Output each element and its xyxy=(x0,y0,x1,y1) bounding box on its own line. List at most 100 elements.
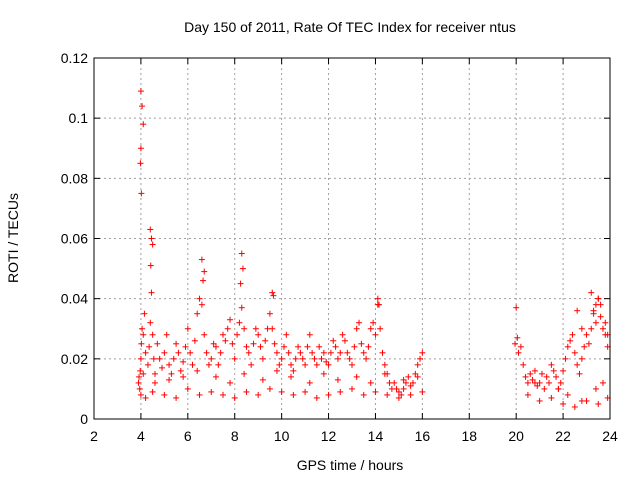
data-point xyxy=(402,379,409,386)
data-point xyxy=(334,376,341,383)
data-point xyxy=(595,295,602,302)
data-point xyxy=(278,355,285,362)
data-point xyxy=(170,355,177,362)
data-point xyxy=(309,349,316,356)
data-point xyxy=(198,256,205,263)
y-tick-label: 0.1 xyxy=(69,110,89,126)
data-point xyxy=(201,268,208,275)
data-point xyxy=(323,358,330,365)
data-point xyxy=(138,190,145,197)
data-point xyxy=(231,394,238,401)
data-point xyxy=(363,355,370,362)
data-point xyxy=(574,361,581,368)
data-point xyxy=(295,343,302,350)
data-point xyxy=(395,394,402,401)
data-point xyxy=(177,367,184,374)
y-tick-label: 0.08 xyxy=(61,170,88,186)
data-point xyxy=(154,340,161,347)
data-point xyxy=(266,310,273,317)
x-tick-label: 2 xyxy=(90,428,98,444)
data-point xyxy=(180,358,187,365)
data-point xyxy=(311,355,318,362)
data-point xyxy=(270,292,277,299)
data-point xyxy=(255,391,262,398)
data-point xyxy=(576,370,583,377)
data-point xyxy=(367,325,374,332)
data-point xyxy=(346,355,353,362)
data-point xyxy=(391,379,398,386)
data-point xyxy=(140,370,147,377)
data-point xyxy=(590,307,597,314)
data-point xyxy=(351,343,358,350)
data-point xyxy=(236,319,243,326)
data-point xyxy=(320,370,327,377)
data-point xyxy=(252,325,259,332)
data-point xyxy=(560,400,567,407)
data-point xyxy=(534,382,541,389)
data-point xyxy=(136,373,143,380)
data-point xyxy=(409,379,416,386)
data-point xyxy=(229,340,236,347)
data-point xyxy=(151,370,158,377)
data-point xyxy=(367,379,374,386)
data-point xyxy=(201,331,208,338)
data-point xyxy=(259,376,266,383)
data-point xyxy=(148,289,155,296)
data-point xyxy=(243,343,250,350)
data-point xyxy=(400,376,407,383)
data-point xyxy=(330,337,337,344)
data-point xyxy=(372,331,379,338)
data-point xyxy=(238,250,245,257)
data-point xyxy=(231,355,238,362)
data-point xyxy=(553,373,560,380)
data-point xyxy=(262,337,269,344)
data-point xyxy=(208,388,215,395)
data-point xyxy=(393,385,400,392)
data-point xyxy=(187,349,194,356)
data-point xyxy=(224,325,231,332)
data-point xyxy=(337,349,344,356)
data-point xyxy=(517,343,524,350)
data-point xyxy=(304,343,311,350)
data-point xyxy=(196,391,203,398)
x-tick-label: 12 xyxy=(321,428,337,444)
y-tick-label: 0.12 xyxy=(61,50,88,66)
data-point xyxy=(316,343,323,350)
data-point xyxy=(288,361,295,368)
axis-ticks xyxy=(93,57,611,420)
data-point xyxy=(212,373,219,380)
x-tick-label: 22 xyxy=(555,428,571,444)
data-point xyxy=(299,355,306,362)
data-point xyxy=(414,361,421,368)
data-point xyxy=(205,361,212,368)
data-point xyxy=(212,343,219,350)
data-point xyxy=(597,301,604,308)
data-point xyxy=(550,367,557,374)
data-point xyxy=(142,394,149,401)
data-point xyxy=(182,343,189,350)
data-point xyxy=(384,391,391,398)
data-point xyxy=(161,349,168,356)
data-point xyxy=(543,373,550,380)
data-point xyxy=(194,367,201,374)
data-point xyxy=(524,379,531,386)
data-point xyxy=(332,343,339,350)
chart-title: Day 150 of 2011, Rate Of TEC Index for r… xyxy=(184,19,516,35)
data-point xyxy=(292,355,299,362)
data-point xyxy=(365,343,372,350)
y-tick-label: 0 xyxy=(80,411,88,427)
data-point xyxy=(166,376,173,383)
data-point xyxy=(524,391,531,398)
data-point xyxy=(419,349,426,356)
data-point xyxy=(285,349,292,356)
data-point xyxy=(135,379,142,386)
data-point xyxy=(276,361,283,368)
data-point xyxy=(417,355,424,362)
data-point xyxy=(237,280,244,287)
data-point xyxy=(146,343,153,350)
data-point xyxy=(555,385,562,392)
data-point xyxy=(215,361,222,368)
data-point xyxy=(358,340,365,347)
data-point xyxy=(541,385,548,392)
data-point xyxy=(360,391,367,398)
